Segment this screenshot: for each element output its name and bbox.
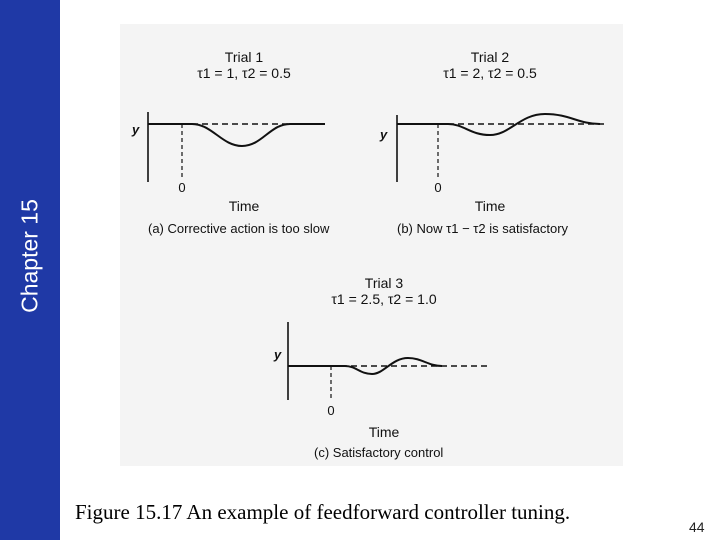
panel-b-x-label: Time [475,198,506,214]
chapter-sidebar: Chapter 15 [0,0,60,540]
panel-b: Trial 2 τ1 = 2, τ2 = 0.5 y 0 Time (b) No… [379,49,605,236]
figure-caption: Figure 15.17 An example of feedforward c… [75,500,571,524]
panel-b-response-curve [397,112,601,137]
panel-c-y-label: y [273,347,282,362]
panel-a-title: Trial 1 [225,49,264,65]
panel-b-y-label: y [379,127,388,142]
panel-c-params: τ1 = 2.5, τ2 = 1.0 [331,291,436,307]
panel-c-x-label: Time [369,424,400,440]
panel-a-x-label: Time [229,198,260,214]
scanned-figure-background [120,24,623,466]
panel-c: Trial 3 τ1 = 2.5, τ2 = 1.0 y 0 Time (c) … [273,275,488,460]
page-number: 44 [689,519,705,535]
panel-c-response-curve [288,356,443,376]
panel-a-caption: (a) Corrective action is too slow [148,221,330,236]
panel-c-caption: (c) Satisfactory control [314,445,443,460]
panel-a-zero-label: 0 [178,180,185,195]
panel-a-params: τ1 = 1, τ2 = 0.5 [197,65,291,81]
panel-b-params: τ1 = 2, τ2 = 0.5 [443,65,537,81]
panel-b-caption: (b) Now τ1 − τ2 is satisfactory [397,221,569,236]
panel-c-title: Trial 3 [365,275,404,291]
panel-c-zero-label: 0 [327,403,334,418]
panel-a-y-label: y [131,122,140,137]
panel-a-response-curve [148,123,325,148]
panel-a: Trial 1 τ1 = 1, τ2 = 0.5 y 0 Time (a) Co… [131,49,330,236]
panel-b-title: Trial 2 [471,49,510,65]
panel-b-zero-label: 0 [434,180,441,195]
